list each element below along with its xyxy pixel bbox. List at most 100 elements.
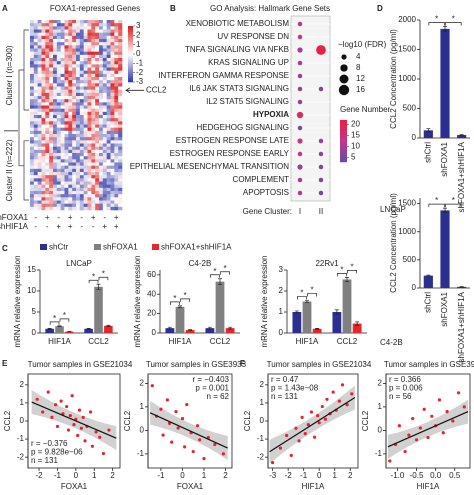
heatmap-cell [79,156,84,160]
heatmap-cell [83,61,88,65]
point [271,460,275,465]
heatmap-cell [76,200,81,204]
heatmap-cell [99,61,104,65]
heatmap-cell [106,127,111,132]
heatmap-cell [72,99,77,103]
chart-title: 22Rv1 [315,259,339,268]
heatmap-cell [45,165,50,170]
heatmap-cell [76,54,81,59]
heatmap-cell [60,172,65,176]
heatmap-cell [60,156,65,160]
heatmap-cell [91,35,96,40]
heatmap-cell [114,23,119,27]
heatmap-cell [99,156,104,160]
heatmap-cell [60,61,65,65]
heatmap-cell [37,35,42,40]
heatmap-cell [60,140,65,144]
heatmap-cell [45,58,50,62]
heatmap-cell [53,127,58,132]
heatmap-cell [95,159,100,163]
heatmap-cell [87,143,92,147]
chart-title: Tumor samples in GSE3933 [384,360,474,369]
point [294,426,298,430]
heatmap-cell [83,184,88,189]
heatmap-cell [106,134,111,138]
heatmap-cell [68,140,73,144]
heatmap-cell [30,86,35,90]
heatmap-cell [102,32,107,37]
heatmap-cell [91,168,96,173]
heatmap-cell [56,118,61,122]
heatmap-cell [33,118,38,122]
heatmap-cell [64,105,69,109]
point [90,444,94,448]
heatmap-cell [37,191,42,195]
heatmap-cell [64,165,69,170]
heatmap-cell [33,200,38,204]
heatmap-cell [37,51,42,56]
heatmap-cell [110,29,115,33]
heatmap-cell [83,206,88,211]
point [68,413,72,418]
colorbar-step [128,58,133,61]
heatmap-cell [87,137,92,141]
heatmap-cell [106,86,111,90]
heatmap-cell [49,137,54,141]
heatmap-cell [45,118,50,122]
heatmap-cell [49,51,54,56]
heatmap-cell [45,61,50,65]
heatmap-cell [83,115,88,119]
heatmap-cell [87,130,92,135]
heatmap-cell [99,178,104,182]
heatmap-cell [110,105,115,109]
heatmap-cell [30,146,35,151]
heatmap-cell [118,35,123,40]
x-tick-label: -1 [157,471,165,480]
heatmap-cell [53,64,58,68]
heatmap-cell [72,127,77,132]
heatmap-cell [56,134,61,138]
heatmap-cell [33,172,38,176]
heatmap-cell [114,86,119,90]
colorbar-step [128,50,133,53]
heatmap-cell [60,130,65,135]
heatmap-cell [45,83,50,87]
heatmap-cell [60,64,65,68]
heatmap-cell [60,54,65,59]
heatmap-cell [83,200,88,204]
heatmap-cell [37,140,42,144]
heatmap-cell [60,181,65,185]
heatmap-cell [114,64,119,68]
colorbar-step [340,156,347,159]
heatmap-cell [68,137,73,141]
heatmap-cell [45,143,50,147]
heatmap-cell [49,70,54,75]
heatmap-cell [64,184,69,189]
heatmap-cell [76,184,81,189]
x-tick-label: 1 [92,471,97,480]
heatmap-cell [114,121,119,125]
heatmap-cell [87,118,92,122]
bar [84,328,93,333]
error-bar [178,305,182,309]
heatmap-cell [45,92,50,97]
heatmap-cell [41,162,46,166]
heatmap-cell [60,92,65,97]
heatmap-cell [41,124,46,128]
heatmap-cell [110,58,115,62]
heatmap-cell [56,187,61,192]
colorbar-step [128,64,133,67]
colorbar-step [128,78,133,81]
colorbar-step [128,70,133,73]
heatmap-cell [45,203,50,208]
heatmap-cell [64,64,69,68]
y-tick-label: 0 [20,416,25,425]
heatmap-cell [41,83,46,87]
heatmap-cell [72,149,77,154]
heatmap-cell [49,172,54,176]
x-axis-title: HIF1A [417,482,440,491]
y-axis-title: mRNA relative expression [13,255,22,347]
significance-bracket [98,276,109,281]
heatmap-cell [79,80,84,84]
error-bar [334,309,339,315]
